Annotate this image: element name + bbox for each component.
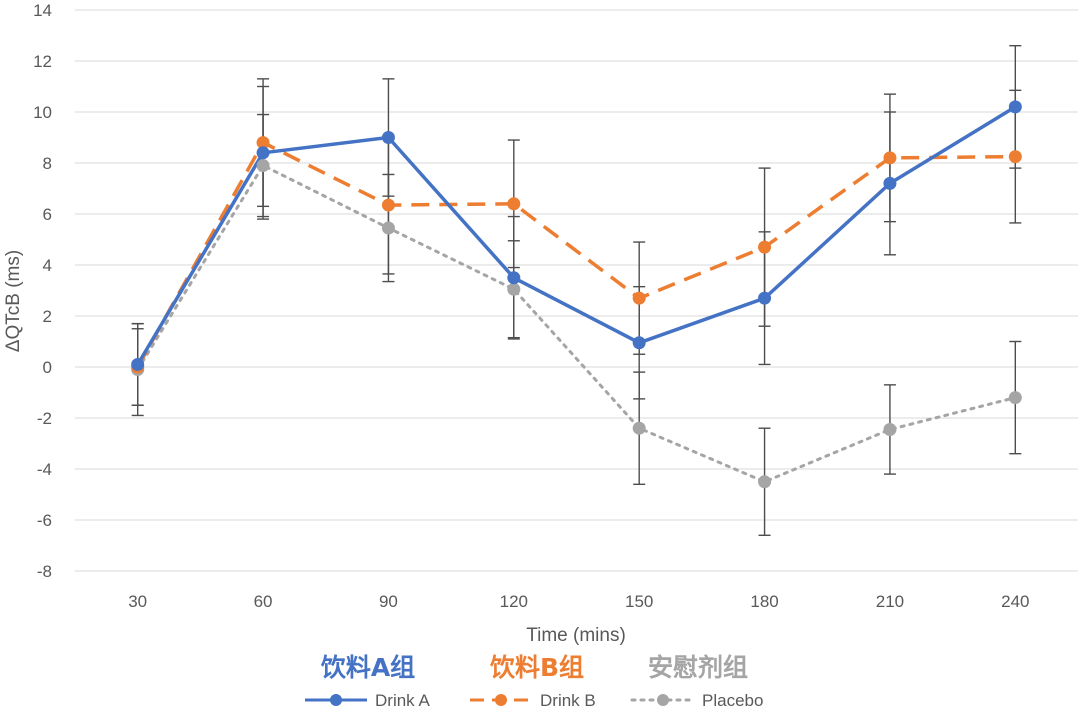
data-point	[507, 282, 521, 296]
y-tick-label: 14	[33, 1, 52, 20]
data-point	[632, 421, 646, 435]
data-point	[256, 136, 270, 150]
legend-label: Drink B	[540, 691, 596, 710]
error-bars	[131, 45, 1022, 536]
x-tick-label: 90	[379, 592, 398, 611]
legend-label: Placebo	[702, 691, 763, 710]
y-tick-label: 8	[43, 154, 52, 173]
group-label: 饮料B组	[489, 653, 584, 682]
x-tick-label: 30	[128, 592, 147, 611]
data-point	[1008, 391, 1022, 405]
y-tick-label: -4	[37, 460, 52, 479]
data-point	[758, 291, 772, 305]
x-tick-label: 120	[500, 592, 528, 611]
series-points	[131, 100, 1022, 489]
x-tick-label: 180	[750, 592, 778, 611]
legend-marker	[495, 694, 507, 706]
y-tick-labels: -8 -6 -4 -2 0 2 4 6 8 10 12 14	[33, 1, 52, 581]
y-tick-label: -2	[37, 409, 52, 428]
x-tick-labels: 30 60 90 120 150 180 210 240	[128, 592, 1029, 611]
data-point	[883, 151, 897, 165]
data-point	[758, 240, 772, 254]
legend-marker	[330, 694, 342, 706]
y-tick-label: 10	[33, 103, 52, 122]
y-tick-label: -8	[37, 562, 52, 581]
data-point	[883, 176, 897, 190]
x-tick-label: 60	[254, 592, 273, 611]
gridlines	[75, 9, 1078, 572]
y-tick-label: 12	[33, 52, 52, 71]
y-tick-label: 6	[43, 205, 52, 224]
series-line-drink-a	[136, 105, 1017, 366]
y-tick-label: 4	[43, 256, 52, 275]
legend-marker	[657, 694, 669, 706]
data-point	[131, 357, 145, 371]
y-axis-title: ΔQTcB (ms)	[3, 250, 24, 352]
y-tick-label: 2	[43, 307, 52, 326]
y-tick-label: -6	[37, 511, 52, 530]
data-point	[632, 336, 646, 350]
data-point	[1008, 100, 1022, 114]
data-point	[632, 291, 646, 305]
data-point	[381, 131, 395, 144]
legend-label: Drink A	[375, 691, 430, 710]
data-point	[1008, 150, 1022, 164]
data-point	[256, 146, 270, 160]
y-tick-label: 0	[43, 358, 52, 377]
group-label: 安慰剂组	[648, 653, 748, 682]
series-line-placebo	[136, 164, 1017, 484]
data-point	[507, 271, 521, 285]
x-tick-label: 240	[1001, 592, 1029, 611]
data-point	[883, 422, 897, 436]
x-tick-label: 150	[625, 592, 653, 611]
data-point	[256, 159, 270, 173]
data-point	[507, 197, 521, 211]
group-label: 饮料A组	[320, 653, 415, 682]
legend: Drink A Drink B Placebo	[305, 691, 763, 710]
x-tick-label: 210	[876, 592, 904, 611]
series-lines	[136, 105, 1017, 484]
data-point	[381, 221, 395, 235]
data-point	[381, 198, 395, 212]
x-axis-title: Time (mins)	[526, 625, 626, 646]
data-point	[758, 475, 772, 489]
group-labels: 饮料A组 饮料B组 安慰剂组	[320, 653, 748, 682]
series-line-drink-b	[136, 140, 1016, 368]
